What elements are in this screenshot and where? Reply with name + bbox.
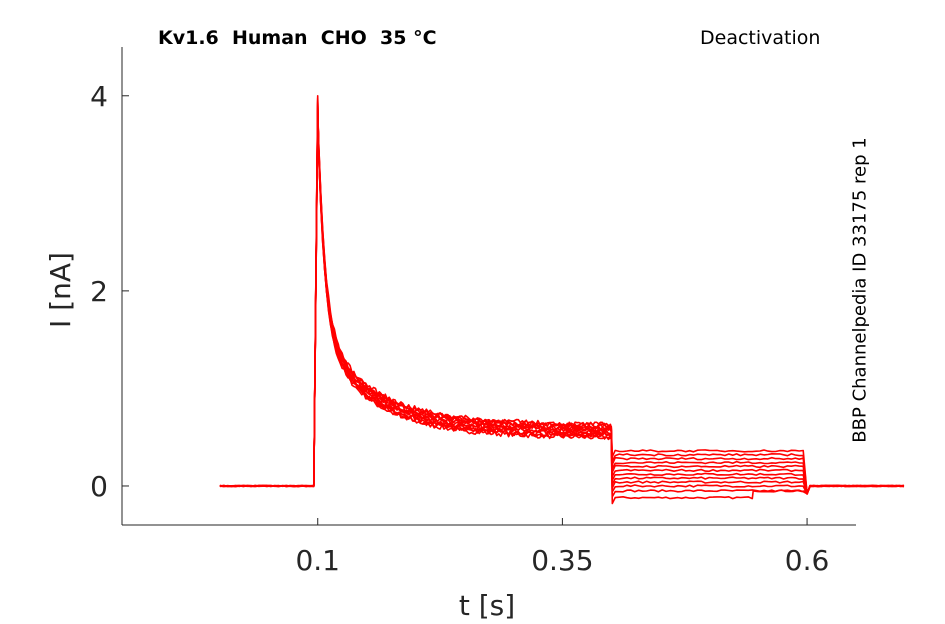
y-tick-label: 4 <box>90 80 108 113</box>
x-axis-label: t [s] <box>459 589 515 622</box>
chart-axes <box>121 47 856 526</box>
chart-labels: 0.1 0.35 0.6 0 2 4 t [s] I [nA] <box>44 80 829 622</box>
y-tick-label: 2 <box>90 275 108 308</box>
x-tick-label: 0.6 <box>785 544 830 577</box>
x-tick-label: 0.1 <box>295 544 340 577</box>
y-tick-label: 0 <box>90 470 108 503</box>
x-tick-label: 0.35 <box>531 544 593 577</box>
protocol-label: Deactivation <box>700 27 821 49</box>
current-traces <box>219 95 905 505</box>
chart-title: Kv1.6 Human CHO 35 °C <box>158 27 437 49</box>
current-trace <box>219 104 905 495</box>
current-trace <box>219 114 905 495</box>
current-trace <box>219 95 905 505</box>
y-axis-label: I [nA] <box>44 252 77 328</box>
current-trace <box>219 98 905 495</box>
current-trace <box>219 116 905 495</box>
current-trace <box>219 108 905 495</box>
